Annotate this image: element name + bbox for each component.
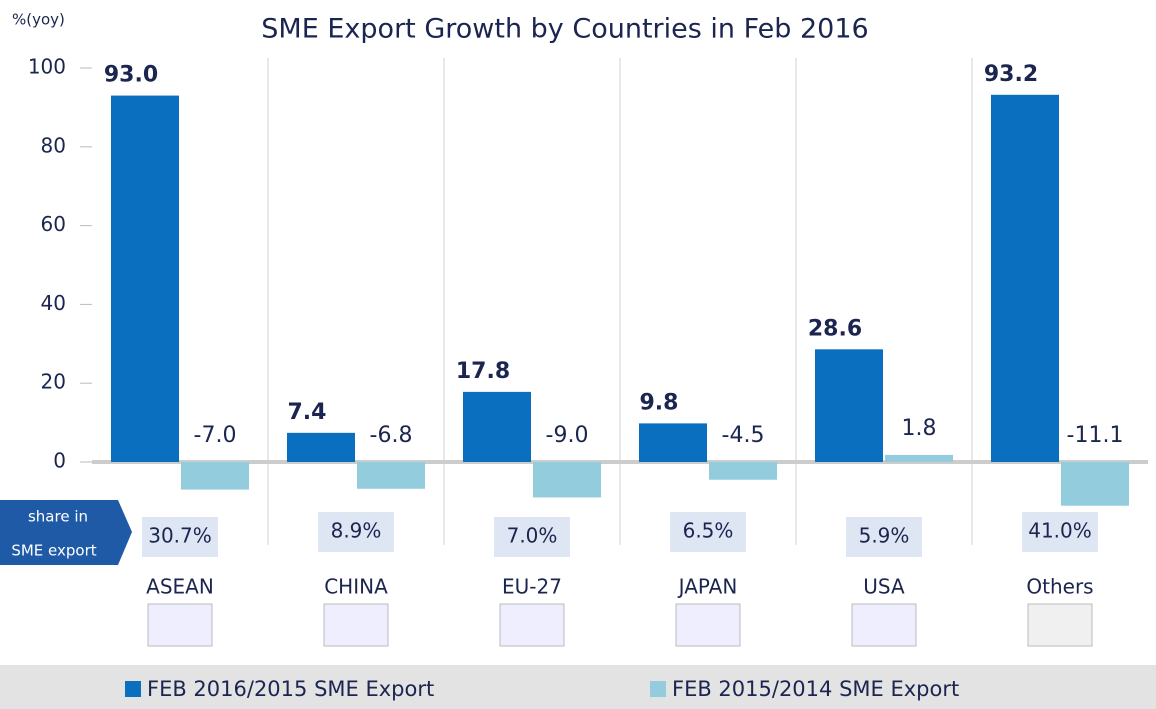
bar	[463, 391, 531, 462]
value-label: -7.0	[194, 423, 237, 448]
legend-label: FEB 2016/2015 SME Export	[147, 677, 434, 701]
share-tab	[0, 500, 132, 565]
x-tick-label: CHINA	[324, 575, 388, 599]
flag	[323, 603, 389, 647]
bar	[111, 95, 179, 462]
bar	[181, 462, 249, 490]
share-box	[142, 517, 218, 557]
value-label: -6.8	[370, 423, 413, 448]
x-tick-label: JAPAN	[677, 575, 738, 599]
bar	[357, 462, 425, 489]
share-label: 8.9%	[331, 519, 382, 543]
bar	[885, 454, 953, 462]
flag	[147, 603, 213, 647]
bar	[533, 462, 601, 498]
flag	[851, 603, 917, 647]
value-label: -9.0	[546, 423, 589, 448]
flag	[675, 603, 741, 647]
bar	[815, 349, 883, 462]
value-label: 93.0	[104, 63, 158, 88]
value-label: -11.1	[1067, 423, 1124, 448]
bar	[1061, 462, 1129, 506]
share-box	[1022, 512, 1098, 552]
share-title: SME export	[11, 542, 96, 560]
legend-band	[0, 665, 1156, 709]
y-tick-label: 60	[41, 212, 66, 236]
y-tick-label: 80	[41, 133, 66, 157]
legend-swatch	[650, 681, 666, 697]
value-label: 93.2	[984, 62, 1038, 87]
x-tick-label: USA	[863, 575, 905, 599]
y-tick-label: 0	[53, 449, 66, 473]
share-title: share in	[28, 508, 88, 526]
value-label: 28.6	[808, 316, 862, 341]
y-tick-label: 100	[28, 55, 66, 79]
share-label: 7.0%	[507, 524, 558, 548]
y-axis-label: %(yoy)	[12, 11, 65, 29]
share-label: 6.5%	[683, 519, 734, 543]
share-box	[494, 517, 570, 557]
bar	[709, 462, 777, 480]
chart-title: SME Export Growth by Countries in Feb 20…	[261, 14, 868, 45]
bar	[991, 94, 1059, 463]
bar	[639, 423, 707, 462]
share-label: 5.9%	[859, 524, 910, 548]
value-label: 17.8	[456, 359, 510, 384]
x-tick-label: Others	[1026, 575, 1093, 599]
share-box	[846, 517, 922, 557]
flag	[499, 603, 565, 647]
share-box	[318, 512, 394, 552]
flag	[1027, 603, 1093, 647]
y-tick-label: 40	[41, 291, 66, 315]
bar	[287, 432, 355, 462]
legend-label: FEB 2015/2014 SME Export	[672, 677, 959, 701]
value-label: 7.4	[288, 400, 327, 425]
share-label: 30.7%	[148, 524, 212, 548]
value-label: 9.8	[640, 390, 679, 415]
x-tick-label: EU-27	[502, 575, 562, 599]
share-box	[670, 512, 746, 552]
x-tick-label: ASEAN	[146, 575, 214, 599]
share-label: 41.0%	[1028, 519, 1092, 543]
value-label: -4.5	[722, 423, 765, 448]
value-label: 1.8	[902, 416, 937, 441]
y-tick-label: 20	[41, 370, 66, 394]
legend-swatch	[125, 681, 141, 697]
